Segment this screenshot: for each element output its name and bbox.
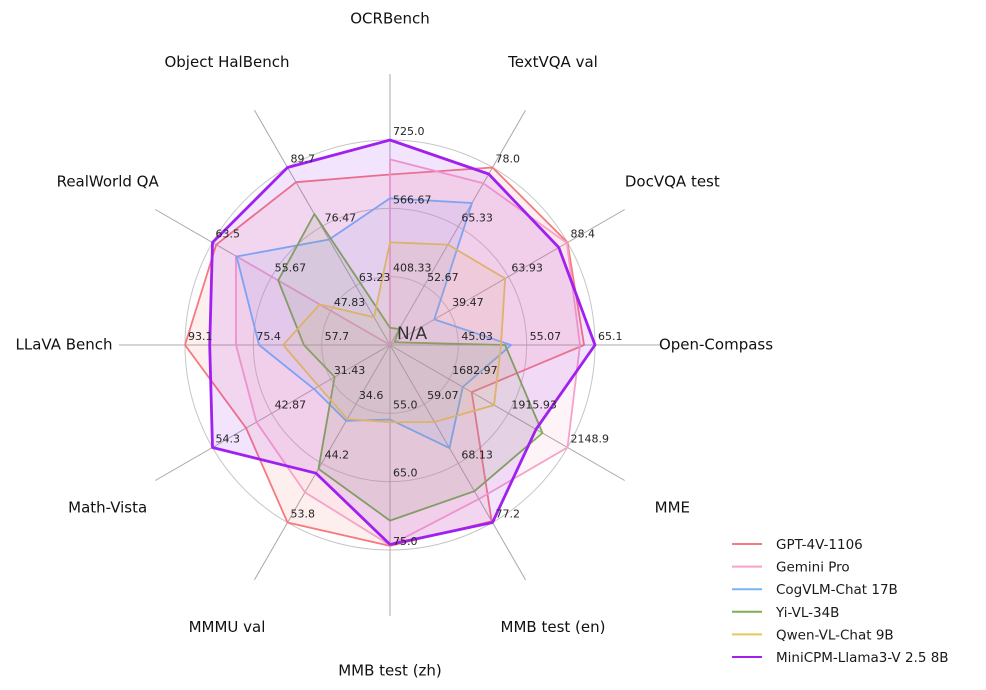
axis-spoke bbox=[389, 209, 625, 346]
tick-label: 76.47 bbox=[325, 212, 357, 225]
tick-label: 31.43 bbox=[334, 364, 366, 377]
axis-label: MMMU val bbox=[189, 618, 266, 636]
tick-label: 55.07 bbox=[530, 330, 562, 343]
tick-label: 1915.93 bbox=[511, 398, 557, 411]
tick-label: 42.87 bbox=[275, 398, 307, 411]
axis-label: MME bbox=[655, 499, 690, 517]
legend-label: Yi-VL-34B bbox=[775, 605, 839, 621]
axis-spoke bbox=[389, 110, 526, 346]
tick-label: 88.4 bbox=[571, 228, 596, 241]
tick-label: 54.3 bbox=[215, 433, 240, 446]
tick-label: 1682.97 bbox=[452, 364, 498, 377]
legend-label: Gemini Pro bbox=[776, 560, 850, 576]
axis-label: MMB test (en) bbox=[501, 618, 606, 636]
tick-label: 75.4 bbox=[256, 330, 281, 343]
tick-label: 408.33 bbox=[393, 262, 432, 275]
legend-label: CogVLM-Chat 17B bbox=[776, 582, 898, 598]
axis-label: Open-Compass bbox=[659, 336, 773, 354]
tick-label: 55.67 bbox=[275, 262, 307, 275]
tick-label: 55.0 bbox=[393, 398, 418, 411]
series-polygon-yi-vl-34b bbox=[277, 213, 544, 522]
axis-spoke bbox=[155, 344, 391, 481]
tick-label: 59.07 bbox=[427, 389, 459, 402]
tick-label: 57.7 bbox=[325, 330, 350, 343]
tick-label: 44.2 bbox=[325, 448, 350, 461]
tick-label: 68.13 bbox=[461, 448, 493, 461]
series-polygon-minicpm-llama3-v-2-5-8b bbox=[208, 138, 597, 546]
tick-label: 45.03 bbox=[461, 330, 493, 343]
tick-label: 65.1 bbox=[598, 330, 623, 343]
axis-label: MMB test (zh) bbox=[338, 662, 442, 680]
tick-label: 39.47 bbox=[452, 296, 484, 309]
tick-label: 75.0 bbox=[393, 535, 418, 548]
series-polygon-qwen-vl-chat-9b bbox=[282, 241, 507, 424]
axis-label: Object HalBench bbox=[164, 53, 289, 71]
tick-label: 566.67 bbox=[393, 193, 432, 206]
axis-spoke bbox=[389, 344, 526, 580]
axis-label: RealWorld QA bbox=[57, 173, 160, 191]
series-polygon-cogvlm-chat-17b bbox=[235, 197, 513, 450]
tick-label: 65.0 bbox=[393, 467, 418, 480]
tick-label: 78.0 bbox=[496, 152, 521, 165]
tick-label: 52.67 bbox=[427, 271, 459, 284]
axis-spoke bbox=[254, 344, 391, 580]
axis-label: OCRBench bbox=[350, 10, 429, 28]
legend-label: GPT-4V-1106 bbox=[776, 537, 863, 553]
tick-label: 725.0 bbox=[393, 125, 425, 138]
axis-label: DocVQA test bbox=[625, 173, 720, 191]
tick-label: 53.8 bbox=[291, 508, 316, 521]
axis-label: LLaVA Bench bbox=[15, 336, 112, 354]
legend-label: Qwen-VL-Chat 9B bbox=[776, 627, 894, 643]
tick-label: 63.5 bbox=[215, 228, 240, 241]
tick-label: 2148.9 bbox=[571, 433, 610, 446]
tick-label: 63.93 bbox=[511, 262, 543, 275]
axis-spoke bbox=[254, 110, 391, 346]
tick-label: 47.83 bbox=[334, 296, 366, 309]
tick-label: 34.6 bbox=[359, 389, 384, 402]
tick-label: 63.23 bbox=[359, 271, 391, 284]
tick-label: 93.1 bbox=[188, 330, 213, 343]
tick-label: 65.33 bbox=[461, 212, 493, 225]
tick-label: 77.2 bbox=[496, 508, 521, 521]
axis-label: Math-Vista bbox=[68, 499, 147, 517]
axis-label: TextVQA val bbox=[507, 53, 598, 71]
tick-label: 89.7 bbox=[291, 152, 316, 165]
axis-spoke bbox=[389, 344, 625, 481]
center-na-label: N/A bbox=[397, 324, 427, 344]
legend-label: MiniCPM-Llama3-V 2.5 8B bbox=[776, 650, 949, 666]
